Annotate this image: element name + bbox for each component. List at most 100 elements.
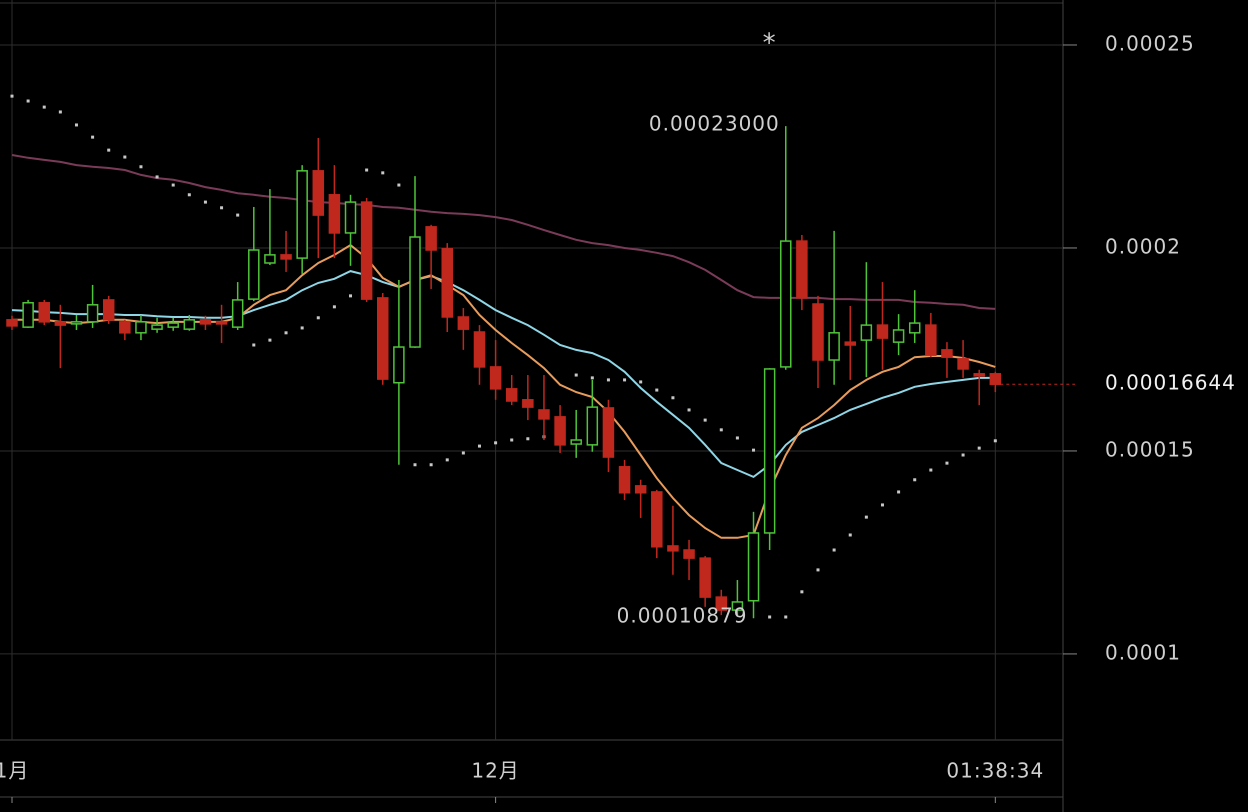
sar-dot [848, 533, 852, 537]
candle-body [441, 248, 453, 318]
candle-body [731, 601, 744, 611]
x-tick-label: 12月 [471, 759, 519, 783]
candle-body [780, 240, 792, 368]
sar-dot [961, 453, 965, 457]
candle-body [70, 321, 83, 325]
sar-dot [816, 568, 820, 572]
sar-dot [639, 380, 643, 384]
event-marker: * [763, 29, 777, 59]
moving-average [11, 270, 996, 479]
y-tick-label: 0.00025 [1105, 31, 1195, 55]
sar-dot [316, 316, 320, 320]
candle-body [618, 466, 631, 494]
candle-body [941, 349, 953, 358]
candle-body [360, 201, 373, 300]
sar-dot [977, 446, 981, 450]
candle-body [699, 557, 711, 598]
sar-dot [752, 448, 756, 452]
candle-body [651, 491, 663, 548]
sar-dot [494, 441, 498, 445]
candle-body [38, 302, 50, 323]
sar-dot [10, 94, 14, 98]
candle-body [715, 596, 728, 611]
candle-body [602, 407, 615, 458]
sar-dot [687, 408, 691, 412]
sar-dot [365, 168, 369, 172]
low-label: 0.00010879 [617, 604, 748, 628]
candle-body [489, 366, 502, 390]
candle-body [473, 331, 486, 368]
sar-dot [671, 396, 675, 400]
candle-body [989, 373, 1002, 385]
sar-dot [91, 135, 95, 139]
sar-dot [461, 451, 465, 455]
candle-body [634, 485, 647, 494]
candle-body [683, 549, 695, 559]
candle-body [505, 388, 518, 402]
sar-dot [107, 148, 111, 152]
candle-body [747, 532, 760, 602]
candle-body [119, 321, 131, 334]
sar-dot [332, 305, 336, 309]
sar-dot [784, 615, 788, 619]
sar-dot [349, 294, 353, 298]
candle-body [844, 341, 856, 346]
candle-body [812, 303, 824, 361]
candle-body [409, 236, 421, 348]
candle-body [296, 170, 308, 259]
candle-body [86, 304, 99, 323]
sar-dot [252, 343, 256, 347]
candle-body [102, 299, 115, 321]
sar-dot [429, 463, 433, 467]
sar-dot [880, 503, 884, 507]
sar-dot [300, 326, 304, 330]
sar-dot [864, 515, 868, 519]
sar-dot [397, 183, 401, 187]
sar-dot [735, 436, 739, 440]
candle-body [538, 409, 550, 420]
sar-dot [42, 105, 46, 109]
sar-dot [800, 590, 804, 594]
countdown: 01:38:34 [946, 759, 1044, 783]
last-price-label: 0.00016644 [1105, 371, 1236, 395]
plot-area: 0.00023000 0.00010879 * [6, 29, 1002, 628]
sar-dot [74, 123, 78, 127]
candle-body [264, 254, 276, 264]
sar-dot [26, 99, 30, 103]
candle-body [457, 316, 470, 330]
sar-dot [445, 458, 449, 462]
candle-body [231, 299, 244, 328]
sar-dot [268, 338, 272, 342]
sar-dot [945, 461, 949, 465]
sar-dot [123, 155, 127, 159]
sar-dot [236, 213, 240, 217]
sar-dot [993, 439, 997, 443]
sar-dot [284, 331, 288, 335]
x-tick-label: 1月 [0, 759, 29, 783]
candle-body [586, 406, 599, 446]
sar-dot [510, 438, 514, 442]
candle-body [522, 399, 534, 408]
candle-body [199, 319, 212, 325]
candle-body [860, 324, 873, 341]
candle-body [554, 416, 566, 446]
candle-body [796, 240, 808, 299]
sar-dot [719, 428, 723, 432]
sar-dot [623, 378, 627, 382]
sar-dot [477, 444, 481, 448]
candle-body [667, 545, 679, 552]
y-tick-label: 0.00015 [1105, 437, 1195, 461]
y-tick-label: 0.0001 [1105, 640, 1181, 664]
candle-body [828, 332, 840, 361]
candle-body [54, 321, 67, 326]
sar-dot [768, 615, 772, 619]
sar-dot [590, 376, 594, 380]
sar-dot [381, 171, 385, 175]
candle-body [167, 322, 179, 328]
candle-body [908, 322, 921, 334]
sar-dot [897, 490, 901, 494]
candle-body [957, 358, 969, 370]
candle-body [425, 226, 437, 251]
